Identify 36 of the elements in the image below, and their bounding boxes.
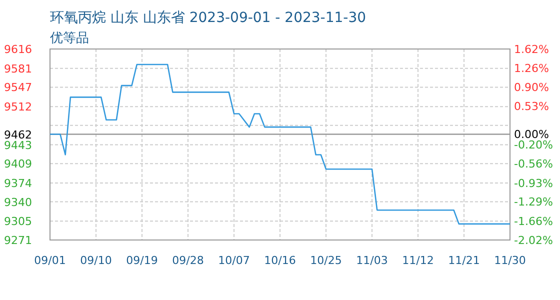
- y2-tick-label: 1.62%: [514, 43, 549, 56]
- x-tick-label: 10/07: [218, 254, 250, 267]
- y2-tick-label: -1.29%: [514, 196, 553, 209]
- y2-tick-label: -0.56%: [514, 157, 553, 170]
- y2-tick-label: -1.66%: [514, 215, 553, 228]
- y-tick-label: 9616: [4, 43, 32, 56]
- x-tick-label: 09/10: [80, 254, 112, 267]
- x-tick-label: 09/19: [126, 254, 158, 267]
- y2-tick-label: -2.02%: [514, 234, 553, 247]
- y-tick-label: 9462: [4, 128, 32, 142]
- y-tick-label: 9340: [4, 196, 32, 209]
- y2-tick-label: 0.53%: [514, 100, 549, 114]
- y-tick-label: 9547: [4, 81, 32, 94]
- x-tick-label: 11/21: [448, 254, 480, 267]
- chart-title: 环氧丙烷 山东 山东省 2023-09-01 - 2023-11-30: [50, 10, 366, 26]
- x-tick-label: 09/28: [172, 254, 204, 267]
- y2-tick-label: -0.20%: [514, 138, 553, 152]
- x-tick-label: 10/16: [264, 254, 296, 267]
- x-tick-label: 11/03: [356, 254, 388, 267]
- y-tick-label: 9374: [4, 176, 32, 190]
- x-tick-label: 09/01: [34, 254, 66, 267]
- y2-tick-label: 0.00%: [514, 128, 549, 142]
- y-tick-label: 9443: [4, 138, 32, 152]
- y2-tick-label: 0.90%: [514, 80, 549, 94]
- y2-tick-label: -0.93%: [514, 176, 553, 190]
- y2-tick-label: 1.26%: [514, 62, 549, 75]
- y-tick-label: 9581: [4, 62, 32, 76]
- chart-subtitle: 优等品: [50, 31, 89, 46]
- line-series: [49, 64, 511, 225]
- y-tick-label: 9305: [4, 215, 32, 228]
- y-tick-label: 9271: [4, 234, 32, 247]
- y-tick-label: 9409: [4, 158, 32, 171]
- y-tick-label: 9512: [4, 100, 32, 114]
- x-tick-label: 11/30: [494, 254, 526, 267]
- x-tick-label: 11/12: [402, 254, 434, 267]
- x-tick-label: 10/25: [310, 254, 342, 267]
